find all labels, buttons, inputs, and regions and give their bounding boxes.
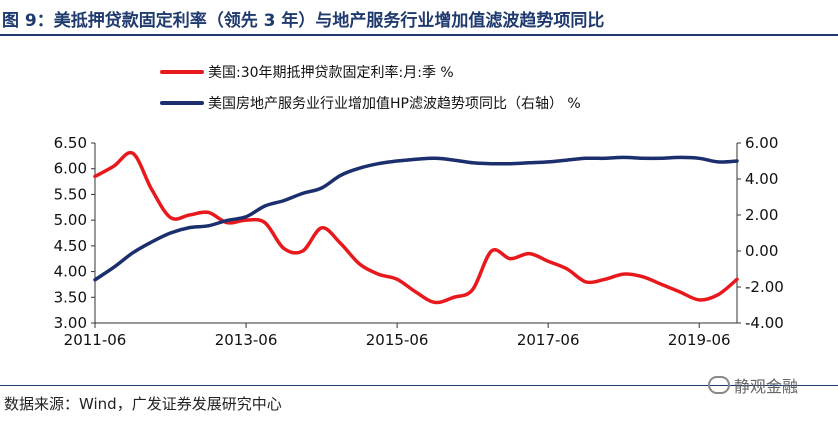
series-line-real-estate-services (93, 155, 739, 282)
y2-tick-label: 2.00 (745, 206, 778, 224)
y2-tick-label: -4.00 (745, 314, 784, 332)
y2-tick-label: 4.00 (745, 170, 778, 188)
y2-tick-label: 0.00 (745, 242, 778, 260)
y2-tick-label: -2.00 (745, 278, 784, 296)
y-tick-label: 5.50 (54, 185, 87, 203)
x-tick-label: 2017-06 (517, 331, 580, 349)
x-tick-label: 2015-06 (366, 331, 429, 349)
title-rule (0, 34, 838, 36)
legend-label: 美国房地产服务业行业增加值HP滤波趋势项同比（右轴） % (208, 96, 581, 112)
legend-label: 美国:30年期抵押贷款固定利率:月:季 % (208, 64, 454, 81)
y-tick-label: 3.50 (54, 288, 87, 306)
source-note: 数据来源：Wind，广发证券发展研究中心 (4, 395, 282, 413)
x-tick-label: 2013-06 (215, 331, 278, 349)
series-line-mortgage-rate (93, 150, 739, 305)
y-tick-label: 5.00 (54, 211, 87, 229)
wechat-logo-icon (708, 376, 730, 394)
legend: 美国:30年期抵押贷款固定利率:月:季 % 美国房地产服务业行业增加值HP滤波趋势… (160, 64, 581, 112)
x-tick-label: 2011-06 (64, 331, 127, 349)
watermark-text: 静观金融 (734, 377, 799, 396)
y-tick-label: 4.50 (54, 237, 87, 255)
y-tick-label: 3.00 (54, 314, 87, 332)
axes: 6.50 6.00 5.50 5.00 4.50 4.00 3.50 3.00 6.00 4.00… (54, 134, 784, 349)
series-layer (93, 150, 739, 305)
y-tick-label: 4.00 (54, 263, 87, 281)
y-tick-label: 6.00 (54, 160, 87, 178)
x-tick-label: 2019-06 (668, 331, 731, 349)
chart-title: 图 9：美抵押贷款固定利率（领先 3 年）与地产服务行业增加值滤波趋势项同比 (2, 11, 605, 31)
y2-tick-label: 6.00 (745, 134, 778, 152)
watermark: 静观金融 (708, 373, 798, 397)
y-tick-label: 6.50 (54, 134, 87, 152)
source-rule (0, 385, 838, 386)
